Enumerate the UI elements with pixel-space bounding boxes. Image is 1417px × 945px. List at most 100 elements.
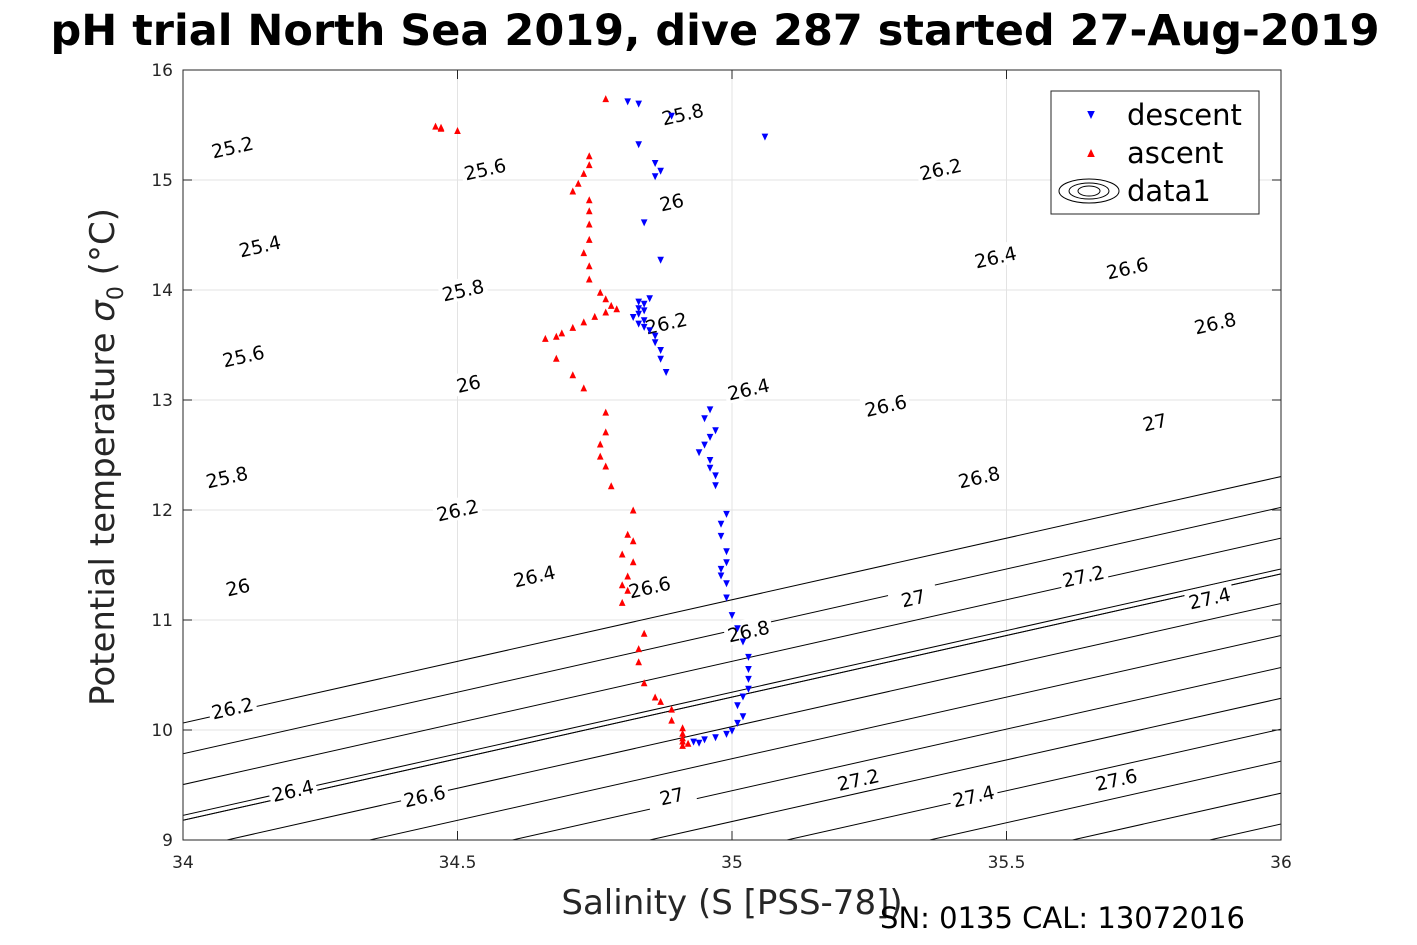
- ascent-point: [602, 95, 610, 103]
- ascent-point: [602, 462, 610, 470]
- descent-point: [723, 548, 730, 556]
- descent-series: [624, 98, 769, 747]
- isopycnal-label-group: 27: [887, 581, 939, 614]
- isopycnal-label-group: 25.4: [233, 229, 286, 262]
- isopycnal-label: 27: [1141, 410, 1169, 437]
- descent-point: [635, 298, 642, 306]
- descent-point: [712, 482, 719, 490]
- descent-point: [739, 713, 747, 721]
- isopycnal-label-bg: [722, 614, 775, 647]
- descent-point: [668, 112, 675, 120]
- isopycnal-label-bg: [623, 570, 676, 603]
- isopycnal-label-bg: [1189, 306, 1241, 339]
- isopycnal-label: 27: [658, 784, 686, 811]
- isopycnal-line: [183, 573, 1281, 821]
- descent-point: [651, 339, 659, 347]
- ascent-point: [602, 308, 610, 316]
- isopycnal-label-bg: [969, 240, 1022, 273]
- isopycnal-label-bg: [722, 372, 775, 405]
- isopycnal-label-bg: [887, 581, 939, 614]
- ascent-point: [552, 354, 560, 362]
- ascent-point: [580, 169, 588, 177]
- descent-point: [734, 625, 741, 633]
- isopycnal-label-group: 27: [1128, 405, 1181, 438]
- legend-contour-label: data1: [1127, 174, 1211, 208]
- descent-point: [717, 520, 725, 528]
- x-axis-label: Salinity (S [PSS-78]): [561, 883, 902, 923]
- y-axis-label-subscript: 0: [104, 286, 129, 300]
- descent-point: [712, 427, 719, 435]
- descent-point: [739, 693, 747, 701]
- isopycnal-label-bg: [233, 229, 286, 262]
- isopycnal-label-bg: [458, 152, 511, 185]
- ascent-point: [585, 152, 593, 160]
- descent-point: [745, 685, 752, 693]
- descent-point: [701, 736, 708, 744]
- isopycnal-label-bg: [1128, 405, 1181, 438]
- descent-point: [646, 295, 653, 303]
- isopycnal-label-bg: [442, 366, 495, 399]
- isopycnal-label-bg: [645, 185, 698, 218]
- legend-box: [1050, 90, 1260, 215]
- y-axis-ticks: 9 10 11 12 13 14 15 16: [151, 61, 1281, 851]
- legend-contour-icon: [1068, 182, 1110, 200]
- descent-point: [701, 415, 708, 423]
- ascent-point: [569, 187, 577, 195]
- descent-point: [706, 406, 714, 414]
- isopycnal-label-bg: [640, 306, 692, 339]
- descent-point: [728, 727, 736, 735]
- isopycnal-line: [226, 602, 1281, 840]
- x-tick-label: 36: [1270, 853, 1292, 873]
- isopycnal-line: [512, 667, 1281, 840]
- descent-point: [761, 133, 769, 141]
- ascent-point: [679, 729, 686, 737]
- ascent-point: [640, 679, 648, 687]
- descent-point: [635, 100, 642, 108]
- ascent-point: [585, 161, 593, 169]
- descent-point: [712, 472, 719, 480]
- isopycnal-label-bg: [953, 460, 1005, 493]
- descent-point: [646, 327, 653, 335]
- ascent-point: [558, 329, 566, 337]
- isopycnal-label-bg: [645, 779, 698, 812]
- descent-point: [635, 305, 642, 313]
- ascent-point: [569, 323, 577, 331]
- ascent-point: [596, 452, 604, 460]
- ascent-point: [679, 724, 686, 732]
- isopycnal-label-group: 26.8: [722, 614, 775, 647]
- isopycnal-label-bg: [947, 779, 1000, 812]
- y-tick-label: 9: [162, 831, 173, 851]
- isopycnal-label-group: 26: [645, 185, 698, 218]
- ascent-point: [580, 384, 588, 392]
- ascent-point: [585, 196, 593, 204]
- descent-point: [635, 310, 642, 318]
- ascent-point: [624, 530, 632, 538]
- descent-point: [695, 739, 703, 747]
- isopycnal-label-bg: [206, 130, 259, 163]
- ascent-point: [591, 312, 599, 320]
- descent-point: [706, 433, 714, 441]
- ascent-point: [618, 550, 626, 558]
- descent-point: [717, 532, 725, 540]
- ascent-point: [629, 537, 637, 545]
- isopycnal-label-bg: [832, 762, 884, 795]
- ascent-point: [618, 598, 626, 606]
- isopycnal-line: [183, 537, 1281, 786]
- descent-point: [723, 559, 730, 567]
- isopycnal-line: [183, 568, 1281, 816]
- descent-point: [723, 594, 730, 602]
- descent-point: [640, 219, 648, 227]
- descent-point: [701, 441, 708, 449]
- descent-point: [640, 300, 648, 308]
- isopycnal-label-bg: [200, 460, 253, 493]
- ascent-point: [585, 262, 593, 270]
- ascent-point: [607, 301, 615, 309]
- descent-point: [640, 317, 648, 325]
- serial-calibration-note: SN: 0135 CAL: 13072016: [880, 901, 1245, 935]
- ascent-point: [596, 440, 604, 448]
- descent-point: [717, 572, 725, 580]
- ascent-point: [629, 558, 637, 566]
- ascent-point: [432, 122, 439, 130]
- isopycnal-label-bg: [1090, 762, 1142, 795]
- legend-descent-marker: [1087, 111, 1095, 119]
